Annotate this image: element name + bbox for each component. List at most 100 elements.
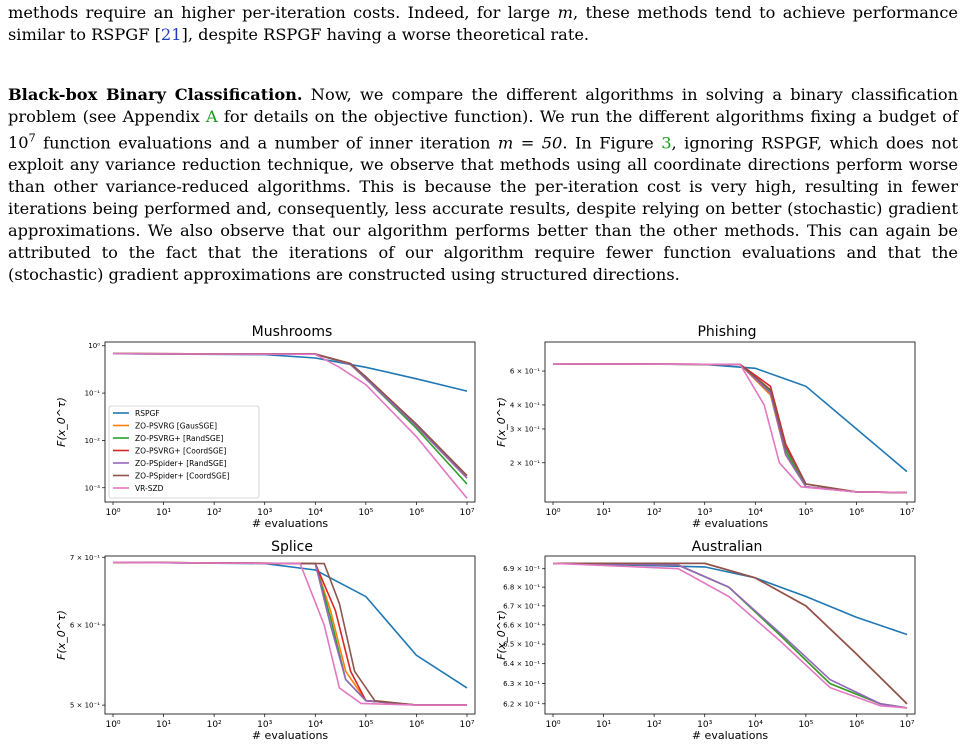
x-tick-label: 10¹ — [596, 720, 611, 730]
y-axis-label: F(x_0^τ) — [495, 610, 508, 660]
legend-label: ZO-PSpider+ [CoordSGE] — [135, 472, 230, 481]
chart-title: Mushrooms — [252, 324, 333, 340]
series-line — [552, 363, 908, 494]
x-tick-label: 10³ — [697, 720, 712, 730]
x-axis-label: # evaluations — [252, 729, 329, 742]
x-tick-label: 10¹ — [596, 508, 611, 518]
series-line — [552, 363, 908, 494]
text-fragment: Now, we compare the different algorithms… — [8, 85, 959, 126]
y-tick-label: 6.9 × 10⁻¹ — [503, 565, 540, 573]
y-tick-label: 3 × 10⁻¹ — [510, 425, 540, 433]
x-tick-label: 10⁶ — [409, 508, 424, 518]
series-line — [112, 561, 467, 706]
x-tick-label: 10² — [207, 720, 222, 730]
plot-frame — [104, 341, 476, 503]
legend-label: ZO-PSVRG [GausSGE] — [135, 422, 217, 431]
y-tick-label: 2 × 10⁻¹ — [510, 459, 540, 467]
x-tick-label: 10⁷ — [459, 508, 474, 518]
x-tick-label: 10² — [647, 720, 662, 730]
y-tick-label: 6.5 × 10⁻¹ — [503, 641, 540, 649]
series-line — [552, 562, 908, 709]
series-line — [552, 363, 908, 494]
y-tick-label: 6 × 10⁻¹ — [510, 368, 540, 376]
y-axis-label: F(x_0^τ) — [55, 610, 68, 660]
math-m-eq: m = 50 — [497, 133, 563, 153]
legend-box — [108, 405, 260, 499]
series-line — [553, 562, 908, 705]
x-tick-label: 10⁰ — [545, 508, 560, 518]
x-tick-label: 10⁰ — [105, 720, 120, 730]
series-line — [112, 352, 468, 392]
x-tick-label: 10⁰ — [105, 508, 120, 518]
x-tick-label: 10⁵ — [798, 508, 813, 518]
plot-frame — [544, 341, 916, 503]
x-tick-label: 10² — [647, 508, 662, 518]
x-tick-label: 10¹ — [156, 508, 171, 518]
series-line — [112, 561, 468, 689]
x-tick-label: 10⁴ — [748, 720, 763, 730]
chart-title: Splice — [271, 539, 313, 555]
x-tick-label: 10⁴ — [748, 508, 763, 518]
appendix-link[interactable]: A — [205, 107, 218, 126]
x-tick-label: 10³ — [697, 508, 712, 518]
y-tick-label: 6.7 × 10⁻¹ — [503, 602, 540, 610]
y-tick-label: 10⁰ — [88, 342, 100, 350]
x-tick-label: 10⁷ — [899, 720, 914, 730]
x-tick-label: 10⁶ — [849, 720, 864, 730]
x-tick-label: 10⁵ — [358, 720, 373, 730]
y-tick-label: 6.2 × 10⁻¹ — [503, 700, 540, 708]
x-tick-label: 10⁶ — [849, 508, 864, 518]
plot-frame — [544, 555, 916, 715]
x-axis-label: # evaluations — [692, 729, 769, 742]
y-tick-label: 6 × 10⁻¹ — [70, 621, 100, 629]
y-tick-label: 10⁻³ — [85, 484, 101, 492]
math-m: m — [557, 3, 573, 22]
legend-label: RSPGF — [135, 409, 160, 418]
series-line — [112, 561, 467, 706]
section-heading: Black-box Binary Classification. — [8, 85, 303, 104]
series-line — [552, 562, 908, 709]
series-line — [112, 561, 467, 706]
x-tick-label: 10⁵ — [798, 720, 813, 730]
y-axis-label: F(x_0^τ) — [55, 397, 68, 447]
x-tick-label: 10⁵ — [358, 508, 373, 518]
x-tick-label: 10⁶ — [409, 720, 424, 730]
series-line — [552, 363, 908, 473]
series-line — [552, 363, 908, 494]
legend-label: VR-SZD — [135, 484, 164, 493]
y-tick-label: 6.6 × 10⁻¹ — [503, 621, 540, 629]
x-tick-label: 10³ — [257, 720, 272, 730]
y-tick-label: 5 × 10⁻¹ — [70, 702, 100, 710]
legend-label: ZO-PSVRG+ [RandSGE] — [135, 434, 223, 443]
y-tick-label: 4 × 10⁻¹ — [510, 401, 540, 409]
legend-label: ZO-PSpider+ [RandSGE] — [135, 459, 227, 468]
chart-title: Australian — [692, 539, 763, 555]
x-tick-label: 10¹ — [156, 720, 171, 730]
citation-link[interactable]: 21 — [160, 25, 182, 44]
y-tick-label: 6.8 × 10⁻¹ — [503, 584, 540, 592]
y-tick-label: 6.4 × 10⁻¹ — [503, 660, 540, 668]
series-line — [112, 561, 467, 706]
y-tick-label: 7 × 10⁻¹ — [70, 554, 100, 562]
y-axis-label: F(x_0^τ) — [495, 397, 508, 447]
series-line — [552, 562, 908, 709]
series-line — [112, 561, 467, 706]
series-line — [552, 363, 908, 494]
text-fragment: function evaluations and a number of inn… — [35, 133, 498, 153]
math-budget: 107 — [8, 132, 36, 153]
legend-label: ZO-PSVRG+ [CoordSGE] — [135, 447, 226, 456]
series-line — [552, 562, 908, 709]
series-line — [552, 562, 908, 636]
series-line — [553, 562, 908, 705]
paragraph-top: methods require an higher per-iteration … — [8, 2, 958, 46]
y-tick-label: 10⁻² — [85, 437, 101, 445]
x-tick-label: 10³ — [257, 508, 272, 518]
figure-link[interactable]: 3 — [661, 133, 672, 153]
series-line — [552, 363, 908, 494]
paragraph-main: Black-box Binary Classification. Now, we… — [8, 84, 958, 286]
x-tick-label: 10⁷ — [899, 508, 914, 518]
text-fragment: . In Figure — [562, 133, 662, 153]
text-fragment: , these methods tend to achieve performa… — [8, 3, 958, 44]
x-tick-label: 10⁴ — [308, 508, 323, 518]
x-tick-label: 10² — [207, 508, 222, 518]
